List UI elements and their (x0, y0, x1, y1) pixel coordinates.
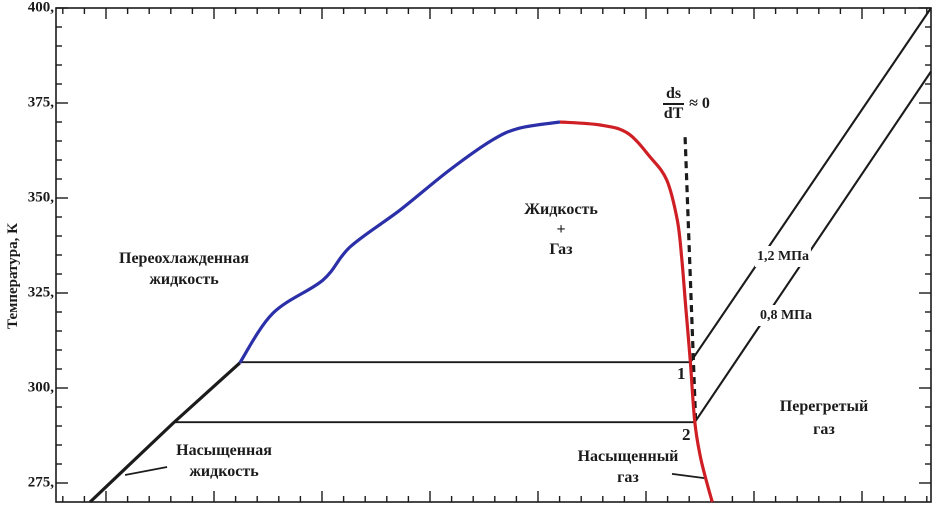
y-tick-label: 375, (27, 94, 54, 111)
series-callout-pointer-saturated-gas (671, 473, 705, 479)
point-1-label: 1 (677, 364, 686, 383)
y-tick-label: 300, (27, 379, 54, 396)
isobar-label-1-2-mpa: 1,2 МПа (754, 246, 812, 267)
series-saturated-liquid-curve-blue (238, 120, 561, 364)
y-tick-label: 400, (27, 0, 54, 16)
isobar-label-0-8-mpa: 0,8 МПа (757, 305, 815, 326)
series-isobar-1.2MPa-superheated (689, 7, 932, 363)
ds-dt-annotation: ds dT ≈ 0 (663, 85, 710, 122)
series-isobar-0.8MPa-superheated (693, 70, 932, 423)
point-2-label: 2 (682, 425, 691, 444)
callout-label-saturated-liquid: Насыщенная жидкость (176, 442, 272, 480)
series-callout-pointer-saturated-liquid (124, 466, 168, 476)
series-saturated-liquid-line-black-segment (88, 361, 241, 504)
callout-label-saturated-gas: Насыщенный газ (577, 448, 679, 486)
region-label-superheated-gas: Перегретый газ (779, 398, 869, 438)
y-tick-label: 275, (27, 474, 54, 491)
ds-dt-fraction: ds dT (663, 85, 685, 122)
y-tick-label: 325, (27, 284, 54, 301)
y-tick-label: 350, (27, 189, 54, 206)
series-saturated-vapor-curve-red (559, 120, 714, 503)
y-axis-title: Температура, К (5, 223, 21, 329)
region-label-liquid-plus-gas: Жидкость + Газ (524, 201, 598, 258)
region-label-subcooled-liquid: Переохлажденная жидкость (118, 250, 250, 288)
